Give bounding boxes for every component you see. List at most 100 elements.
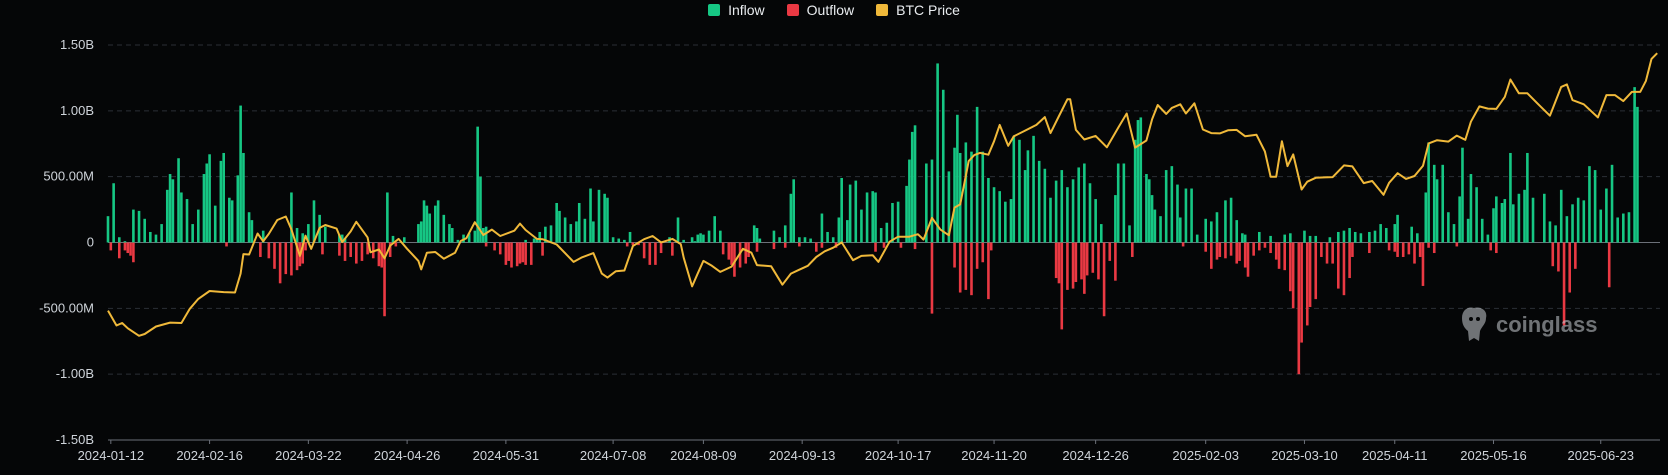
inflow-bar-238 bbox=[1571, 204, 1574, 243]
inflow-bar-126 bbox=[913, 125, 917, 243]
outflow-bar-31 bbox=[493, 242, 496, 251]
inflow-bar-121 bbox=[891, 203, 894, 243]
inflow-bar-82 bbox=[617, 238, 621, 243]
inflow-bar-105 bbox=[803, 237, 807, 243]
outflow-bar-134 bbox=[1432, 242, 1436, 254]
flow-bars bbox=[106, 63, 1639, 375]
inflow-bar-97 bbox=[755, 228, 759, 243]
inflow-bar-4 bbox=[132, 209, 135, 243]
y-tick-label-4: -500.00M bbox=[39, 300, 94, 315]
outflow-bar-109 bbox=[1283, 242, 1286, 271]
inflow-bar-191 bbox=[1289, 233, 1292, 243]
inflow-bar-29 bbox=[247, 212, 251, 243]
inflow-bar-7 bbox=[149, 231, 152, 243]
inflow-bar-62 bbox=[484, 226, 488, 243]
y-tick-label-6: -1.50B bbox=[56, 432, 94, 447]
outflow-bar-79 bbox=[1060, 242, 1064, 330]
inflow-bar-211 bbox=[1432, 164, 1436, 243]
inflow-bar-168 bbox=[1145, 174, 1148, 243]
inflow-bar-242 bbox=[1593, 170, 1597, 243]
inflow-bar-198 bbox=[1348, 228, 1351, 243]
x-tick-label-6: 2024-08-09 bbox=[670, 448, 737, 463]
outflow-bar-7 bbox=[259, 242, 262, 257]
outflow-bar-82 bbox=[1074, 242, 1078, 282]
outflow-bar-19 bbox=[343, 242, 347, 261]
inflow-bar-185 bbox=[1235, 220, 1239, 243]
y-tick-label-2: 500.00M bbox=[43, 169, 94, 184]
inflow-bar-114 bbox=[854, 180, 858, 243]
inflow-bar-226 bbox=[1503, 199, 1507, 243]
legend-item-inflow[interactable]: Inflow bbox=[708, 2, 765, 18]
inflow-bar-210 bbox=[1427, 142, 1430, 243]
inflow-bar-101 bbox=[783, 225, 787, 243]
inflow-bar-143 bbox=[1009, 199, 1013, 243]
outflow-bar-37 bbox=[518, 242, 522, 264]
outflow-bar-129 bbox=[1407, 242, 1411, 255]
inflow-bar-216 bbox=[1458, 196, 1461, 243]
inflow-bar-2 bbox=[117, 237, 121, 243]
inflow-bar-111 bbox=[840, 177, 843, 243]
x-tick-label-1: 2024-02-16 bbox=[176, 448, 243, 463]
inflow-bar-248 bbox=[1627, 212, 1631, 243]
inflow-bar-177 bbox=[1184, 188, 1188, 243]
inflow-bar-109 bbox=[831, 237, 835, 243]
legend-label-outflow: Outflow bbox=[806, 2, 855, 18]
inflow-bar-91 bbox=[699, 233, 702, 243]
x-tick-label-0: 2024-01-12 bbox=[78, 448, 145, 463]
inflow-bar-202 bbox=[1373, 230, 1377, 243]
outflow-bar-59 bbox=[783, 242, 787, 248]
inflow-bar-28 bbox=[242, 152, 245, 243]
inflow-bar-51 bbox=[436, 200, 440, 243]
outflow-bar-15 bbox=[301, 242, 305, 264]
inflow-bar-72 bbox=[569, 224, 573, 243]
outflow-bar-20 bbox=[349, 242, 352, 257]
inflow-bar-41 bbox=[343, 238, 347, 243]
inflow-bar-48 bbox=[425, 205, 429, 243]
inflow-bar-187 bbox=[1243, 234, 1247, 243]
inflow-bar-219 bbox=[1469, 174, 1473, 243]
inflow-bar-245 bbox=[1610, 164, 1614, 243]
inflow-bar-71 bbox=[563, 217, 567, 243]
inflow-bar-208 bbox=[1416, 233, 1419, 243]
inflow-bar-137 bbox=[975, 106, 979, 243]
inflow-bar-81 bbox=[611, 237, 615, 243]
x-tick-label-8: 2024-10-17 bbox=[865, 448, 932, 463]
inflow-bar-151 bbox=[1049, 197, 1052, 243]
outflow-bar-8 bbox=[267, 242, 271, 259]
inflow-bar-196 bbox=[1337, 231, 1340, 243]
inflow-bar-250 bbox=[1636, 106, 1639, 243]
outflow-bar-137 bbox=[1495, 242, 1498, 254]
inflow-bar-76 bbox=[589, 188, 592, 243]
inflow-bar-205 bbox=[1393, 224, 1397, 243]
inflow-bar-141 bbox=[998, 191, 1001, 243]
outflow-bar-83 bbox=[1080, 242, 1083, 280]
inflow-bar-99 bbox=[772, 230, 776, 243]
outflow-bar-81 bbox=[1071, 242, 1075, 289]
inflow-bar-223 bbox=[1492, 208, 1495, 243]
outflow-bar-18 bbox=[338, 242, 341, 256]
inflow-bar-33 bbox=[295, 228, 299, 243]
inflow-bar-96 bbox=[752, 225, 756, 243]
inflow-bar-174 bbox=[1170, 166, 1174, 243]
inflow-bar-140 bbox=[992, 187, 996, 243]
inflow-bar-49 bbox=[428, 213, 431, 243]
legend-item-btc-price[interactable]: BTC Price bbox=[876, 2, 960, 18]
outflow-bar-55 bbox=[744, 242, 748, 264]
outflow-bar-119 bbox=[1331, 242, 1334, 264]
inflow-bar-103 bbox=[792, 179, 795, 243]
inflow-bar-199 bbox=[1353, 231, 1357, 243]
inflow-bar-94 bbox=[713, 216, 716, 243]
inflow-bar-197 bbox=[1342, 230, 1346, 243]
outflow-bar-91 bbox=[1131, 242, 1134, 257]
inflow-bar-209 bbox=[1424, 192, 1428, 243]
y-tick-label-5: -1.00B bbox=[56, 366, 94, 381]
outflow-bar-47 bbox=[654, 242, 657, 265]
inflow-bar-129 bbox=[936, 63, 939, 243]
outflow-bar-57 bbox=[755, 242, 759, 252]
outflow-bar-64 bbox=[874, 242, 877, 252]
outflow-bar-65 bbox=[882, 242, 886, 248]
inflow-bar-26 bbox=[236, 175, 240, 243]
legend-item-outflow[interactable]: Outflow bbox=[786, 2, 855, 18]
outflow-bar-71 bbox=[964, 242, 968, 290]
